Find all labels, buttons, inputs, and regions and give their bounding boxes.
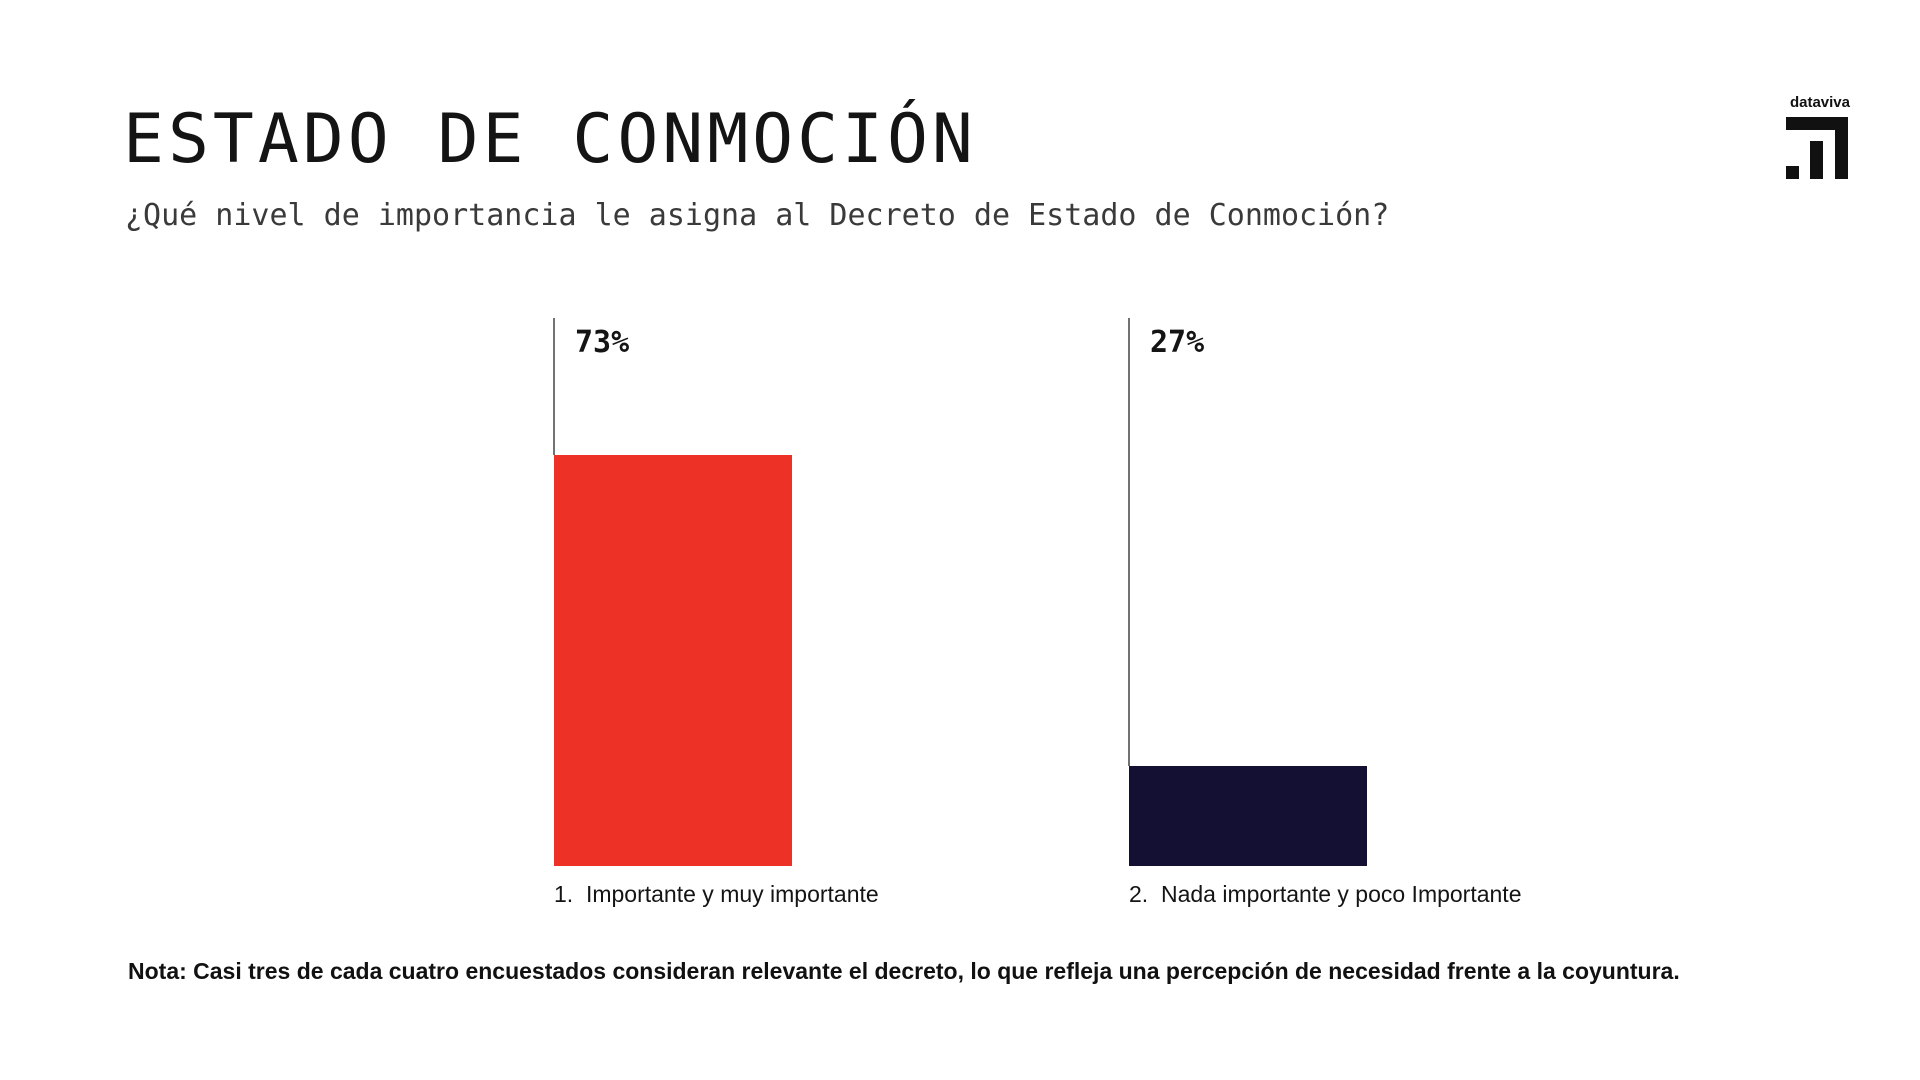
bar-value-label: 73% [575, 325, 629, 360]
dataviva-logo: dataviva [1780, 94, 1850, 179]
bar-2 [1129, 766, 1367, 866]
bar-1 [554, 455, 792, 866]
dataviva-logo-icon [1786, 117, 1848, 179]
category-label: 1. Importante y muy importante [554, 881, 879, 907]
chart-note: Nota: Casi tres de cada cuatro encuestad… [128, 958, 1680, 984]
page-title: ESTADO DE CONMOCIÓN [123, 100, 977, 179]
brand-name: dataviva [1789, 94, 1850, 111]
category-label: 2. Nada importante y poco Importante [1129, 881, 1522, 907]
page-subtitle: ¿Qué nivel de importancia le asigna al D… [125, 198, 1390, 233]
bar-chart: 73% 1. Importante y muy importante 27% 2. N… [553, 318, 1522, 907]
bar-value-label: 27% [1150, 325, 1204, 360]
